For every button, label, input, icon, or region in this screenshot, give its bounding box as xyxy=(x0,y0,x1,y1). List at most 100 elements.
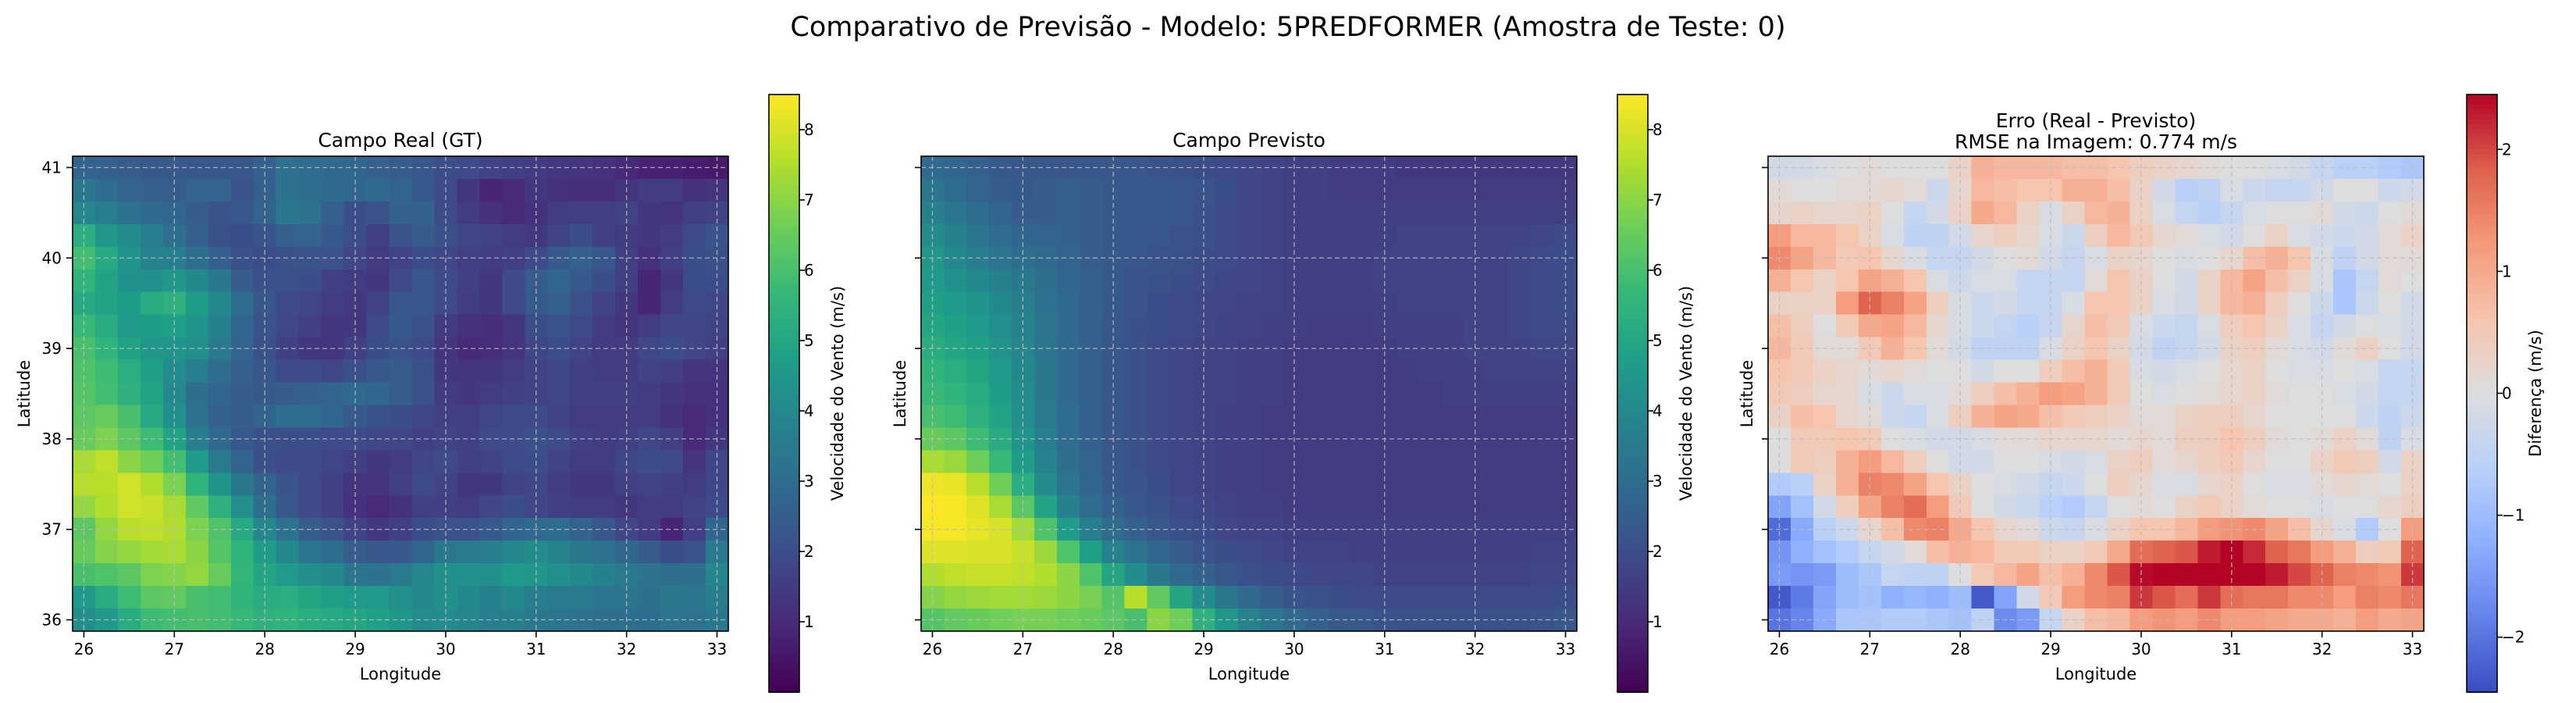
heatmap-cell xyxy=(988,541,1012,564)
colorbar-swatch xyxy=(2467,647,2497,653)
colorbar-swatch xyxy=(769,234,799,240)
panel-title: Erro (Real - Previsto) xyxy=(1996,109,2197,132)
colorbar-swatch xyxy=(1617,134,1648,141)
heatmap-cell xyxy=(1237,382,1261,406)
heatmap-cell xyxy=(1237,450,1261,473)
heatmap-cell xyxy=(2084,359,2108,384)
heatmap-cell xyxy=(1237,291,1261,316)
heatmap-cell xyxy=(1147,359,1171,384)
colorbar-swatch xyxy=(769,418,799,424)
colorbar-swatch xyxy=(2467,423,2497,429)
heatmap-cell xyxy=(1283,541,1307,564)
heatmap-cell xyxy=(1147,586,1171,609)
colorbar-swatch xyxy=(1617,294,1648,300)
heatmap-cell xyxy=(1396,405,1419,429)
panel-gt: 26 27 28 29 30 31 32 33363738394041LongitudeLat… xyxy=(15,94,847,693)
colorbar-swatch xyxy=(1617,437,1648,444)
heatmap-cell xyxy=(2039,495,2063,519)
heatmap-cell xyxy=(1971,563,1995,587)
heatmap-cell xyxy=(638,178,661,202)
heatmap-cell xyxy=(1328,269,1351,293)
colorbar-swatch xyxy=(2467,368,2497,374)
heatmap-cell xyxy=(1283,314,1307,338)
heatmap-cell xyxy=(276,541,300,564)
heatmap-cell xyxy=(1880,586,1905,609)
heatmap-cell xyxy=(1880,608,1905,632)
colorbar-swatch xyxy=(1617,309,1648,315)
heatmap-cell xyxy=(2107,201,2131,225)
heatmap-cell xyxy=(2062,382,2086,406)
heatmap-cell xyxy=(1396,359,1419,384)
heatmap-cell xyxy=(2288,405,2311,429)
colorbar-swatch xyxy=(2467,672,2497,678)
heatmap-cell xyxy=(547,291,571,316)
heatmap-cell xyxy=(321,178,345,202)
colorbar-swatch xyxy=(769,338,799,344)
heatmap-cell xyxy=(1790,223,1814,248)
heatmap-cell xyxy=(2152,314,2176,338)
heatmap-cell xyxy=(683,518,706,541)
heatmap-cell xyxy=(966,586,990,609)
colorbar-swatch xyxy=(2467,318,2497,325)
heatmap-cell xyxy=(1813,495,1837,519)
colorbar-swatch xyxy=(2467,418,2497,424)
colorbar-swatch xyxy=(1617,244,1648,250)
heatmap-cell xyxy=(276,405,300,429)
colorbar-swatch xyxy=(769,423,799,429)
heatmap-cell xyxy=(1994,359,2018,384)
heatmap-cell xyxy=(2333,337,2357,361)
colorbar-tick-label: 4 xyxy=(1653,401,1663,420)
heatmap-cell xyxy=(117,495,141,519)
colorbar-swatch xyxy=(769,428,799,434)
heatmap-cell xyxy=(1971,541,1995,564)
heatmap-cell xyxy=(1486,359,1510,384)
heatmap-cell xyxy=(1835,269,1859,293)
heatmap-cell xyxy=(2062,541,2086,564)
colorbar-swatch xyxy=(769,263,799,269)
colorbar-swatch xyxy=(2467,338,2497,344)
heatmap-cell xyxy=(988,473,1012,496)
colorbar-swatch xyxy=(1617,607,1648,613)
heatmap-cell xyxy=(253,495,277,519)
heatmap-cell xyxy=(2152,246,2176,270)
heatmap-cell xyxy=(2333,359,2357,384)
heatmap-cell xyxy=(2243,291,2266,316)
heatmap-cell xyxy=(1396,473,1419,496)
colorbar-swatch xyxy=(1617,184,1648,190)
heatmap-cell xyxy=(2016,269,2041,293)
colorbar-swatch xyxy=(2467,622,2497,628)
heatmap-cell xyxy=(547,382,571,406)
colorbar xyxy=(1617,95,1648,693)
colorbar-swatch xyxy=(769,334,799,340)
heatmap-cell xyxy=(2152,563,2176,587)
heatmap-cell xyxy=(1079,337,1103,361)
y-tick-label: 38 xyxy=(42,430,62,448)
heatmap-cell xyxy=(502,201,525,225)
heatmap-cell xyxy=(457,291,480,316)
heatmap-cell xyxy=(2152,291,2176,316)
colorbar-swatch xyxy=(769,592,799,598)
heatmap-cell xyxy=(683,608,706,632)
heatmap-cell xyxy=(1350,359,1374,384)
heatmap-cell xyxy=(683,541,706,564)
heatmap-cell xyxy=(1994,473,2018,496)
heatmap-cell xyxy=(185,223,209,248)
heatmap-cell xyxy=(1079,314,1103,338)
heatmap-cell xyxy=(638,246,661,270)
heatmap-cell xyxy=(1509,178,1532,202)
heatmap-cell xyxy=(140,586,164,609)
x-tick-label: 29 xyxy=(1194,640,1213,658)
heatmap-cell xyxy=(2197,269,2221,293)
heatmap-cell xyxy=(457,450,480,473)
heatmap-cell xyxy=(1124,201,1148,225)
heatmap-cell xyxy=(1532,269,1555,293)
heatmap-cell xyxy=(389,405,413,429)
heatmap-cell xyxy=(683,427,706,451)
heatmap-cell xyxy=(2175,586,2198,609)
colorbar-swatch xyxy=(2467,238,2497,245)
heatmap-cell xyxy=(1880,269,1905,293)
colorbar-swatch xyxy=(2467,288,2497,294)
heatmap-cell xyxy=(1079,178,1103,202)
heatmap-cell xyxy=(2288,178,2311,202)
heatmap-cell xyxy=(2197,382,2221,406)
